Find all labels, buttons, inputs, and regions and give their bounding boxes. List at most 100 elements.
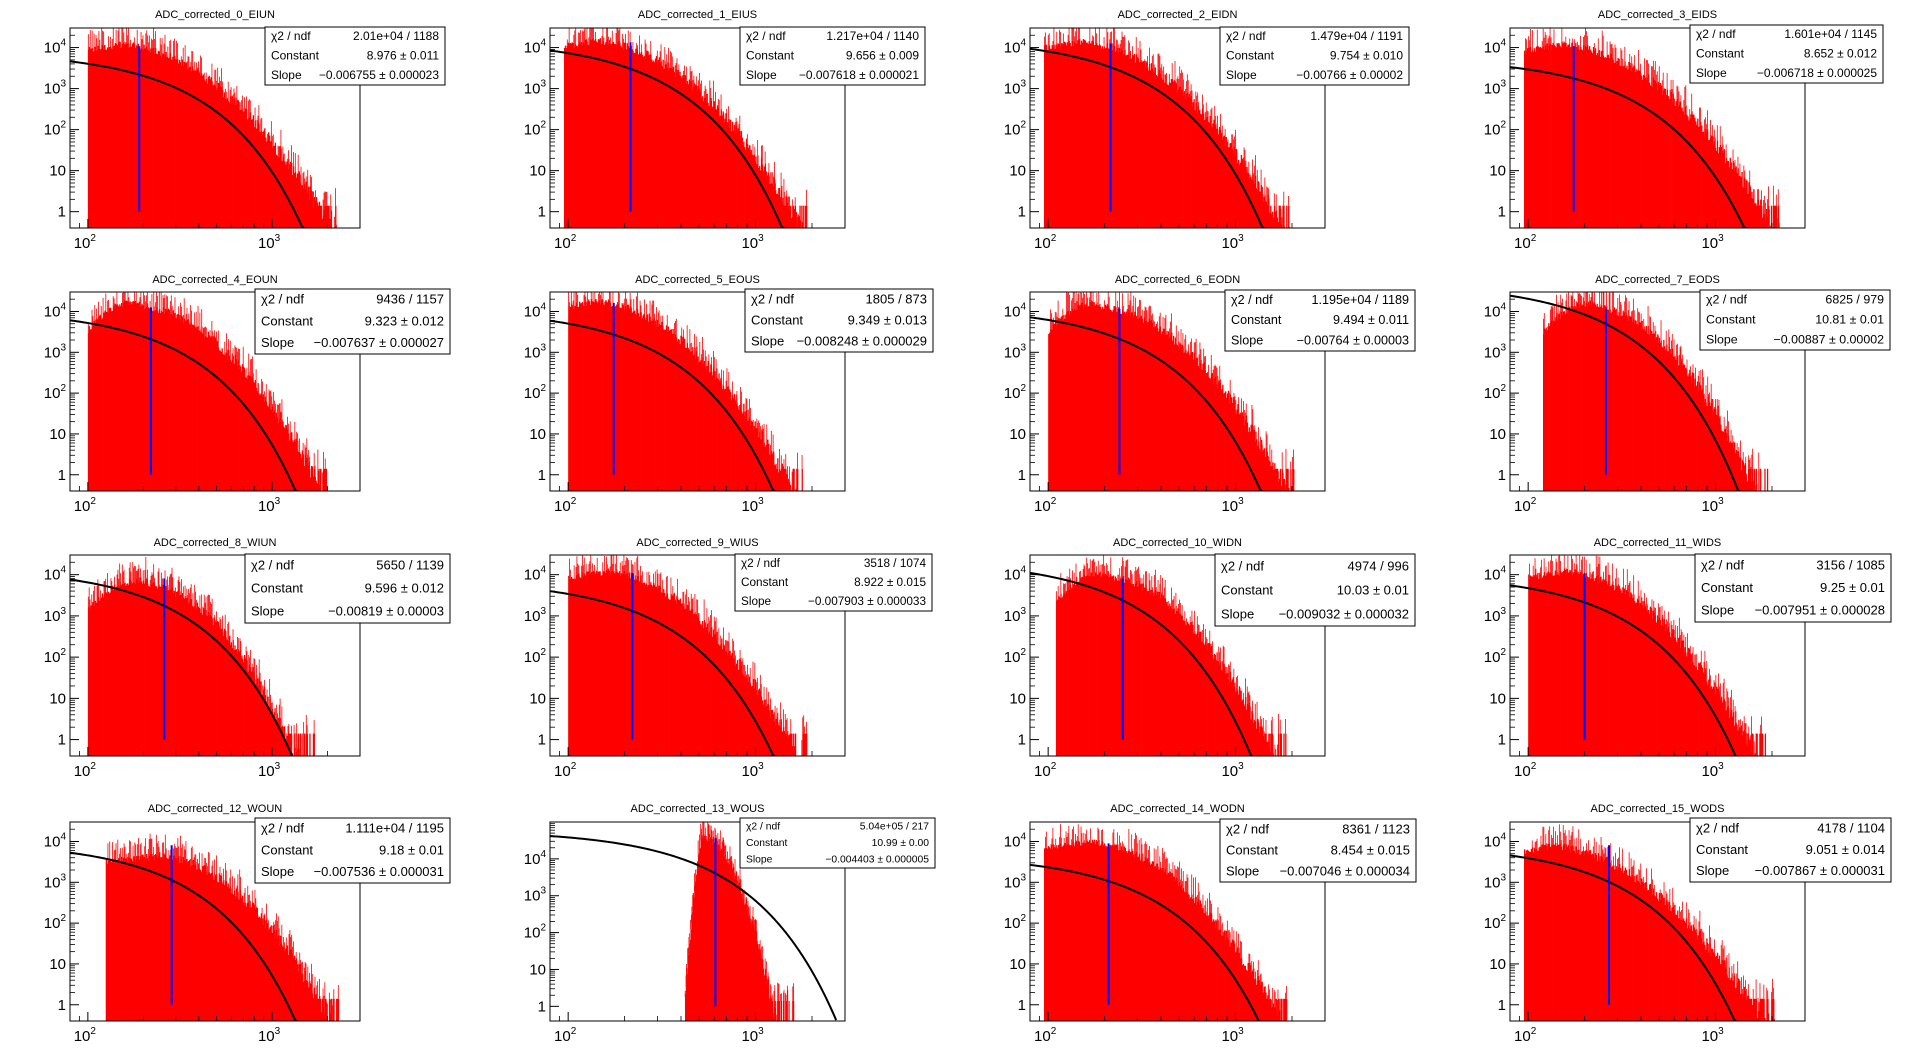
histogram-bin [679, 344, 681, 491]
histogram-bin [101, 44, 103, 228]
histogram-bin [1591, 301, 1593, 491]
histogram-bin [1120, 313, 1122, 491]
histogram-bin [228, 355, 231, 491]
histogram-bin [316, 202, 319, 228]
histogram-bin [182, 323, 185, 491]
histogram-bin [285, 741, 288, 756]
histogram-bin [1631, 63, 1633, 228]
histogram-bin [1573, 306, 1575, 491]
histogram-bin [182, 592, 184, 756]
histogram-bin [1696, 381, 1699, 491]
stats-label: χ2 / ndf [741, 557, 781, 570]
histogram-bin [708, 106, 710, 228]
histogram-bin [609, 44, 612, 228]
histogram-bin [1621, 66, 1623, 228]
histogram-bin [1065, 45, 1068, 228]
histogram-bin [1133, 314, 1135, 491]
histogram-bin [1097, 45, 1100, 228]
histogram-bin [218, 350, 221, 491]
histogram-bin [1246, 167, 1248, 228]
histogram-bin [1063, 314, 1065, 491]
histogram-bin [801, 468, 803, 491]
histogram-bin [1537, 46, 1540, 228]
chart-title: ADC_corrected_0_EIUN [155, 9, 275, 21]
histogram-bin [144, 48, 146, 228]
histogram-bin [1157, 73, 1159, 228]
histogram-bin [1661, 346, 1663, 491]
histogram-bin [107, 313, 109, 491]
histogram-bin [1175, 605, 1177, 756]
histogram-bin [670, 67, 673, 228]
histogram-bin [1228, 403, 1231, 491]
histogram-bin [1171, 610, 1174, 756]
histogram-bin [793, 468, 795, 491]
histogram-bin [267, 696, 269, 756]
histogram-bin [663, 329, 665, 491]
histogram-bin [300, 185, 302, 228]
histogram-bin [277, 717, 280, 756]
histogram-bin [1071, 308, 1074, 491]
histogram-bin [1615, 63, 1617, 228]
histogram-bin [1211, 373, 1214, 491]
histogram-bin [701, 620, 704, 756]
histogram-bin [299, 182, 301, 228]
histogram-bin [1119, 576, 1121, 756]
histogram-bin [312, 476, 315, 491]
histogram-bin [313, 207, 315, 228]
histogram-bin [1247, 432, 1250, 491]
x-tick-label: 103 [258, 761, 281, 780]
histogram-bin [1110, 575, 1112, 756]
histogram-bin [94, 324, 96, 491]
x-tick-exponent: 3 [275, 496, 281, 507]
histogram-bin [1617, 58, 1619, 228]
histogram-bin [173, 313, 175, 491]
histogram-bin [1735, 166, 1737, 228]
histogram-bin [1188, 93, 1191, 228]
histogram-bin [705, 369, 707, 491]
histogram-bin [687, 84, 690, 228]
histogram-bin [1180, 615, 1183, 756]
histogram-bin [252, 678, 254, 756]
y-tick-exponent: 2 [540, 120, 546, 131]
histogram-bin [1219, 129, 1222, 228]
histogram-bin [749, 152, 752, 228]
histogram-bin [158, 309, 161, 491]
histogram-bin [202, 607, 205, 756]
chart-title: ADC_corrected_8_WIUN [154, 537, 277, 549]
histogram-bin [177, 63, 180, 228]
histogram-bin [267, 406, 269, 491]
histogram-bin [1139, 61, 1141, 228]
histogram-bin [1681, 107, 1683, 228]
histogram-bin [1556, 43, 1558, 228]
histogram-bin [622, 42, 624, 228]
histogram-bin [1226, 141, 1228, 228]
y-tick-exponent: 2 [60, 383, 66, 394]
histogram-bin [1187, 621, 1189, 756]
histogram-bin [1142, 583, 1144, 756]
histogram-bin [1580, 304, 1582, 491]
stats-value: 2.01e+04 / 1188 [353, 29, 439, 43]
histogram-bin [1188, 625, 1191, 756]
histogram-bin [1766, 216, 1769, 228]
histogram-bin [637, 575, 639, 756]
histogram-bin [565, 47, 568, 228]
histogram-bin [616, 44, 618, 228]
histogram-bin [1682, 111, 1684, 228]
histogram-bin [1673, 98, 1675, 228]
stats-value: −0.007903 ± 0.000033 [808, 595, 926, 608]
histogram-bin [279, 413, 281, 491]
histogram-bin [1187, 623, 1190, 756]
histogram-bin [1617, 312, 1619, 491]
histogram-bin [294, 171, 297, 228]
y-tick-label: 102 [524, 647, 547, 666]
histogram-bin [690, 351, 692, 491]
histogram-bin [1288, 205, 1290, 228]
histogram-bin [147, 583, 149, 756]
histogram-bin [1065, 314, 1067, 491]
histogram-bin [1106, 304, 1109, 491]
histogram-bin [177, 589, 179, 756]
histogram-bin [1227, 147, 1229, 228]
histogram-bin [1162, 594, 1164, 756]
histogram-bin [680, 335, 682, 491]
